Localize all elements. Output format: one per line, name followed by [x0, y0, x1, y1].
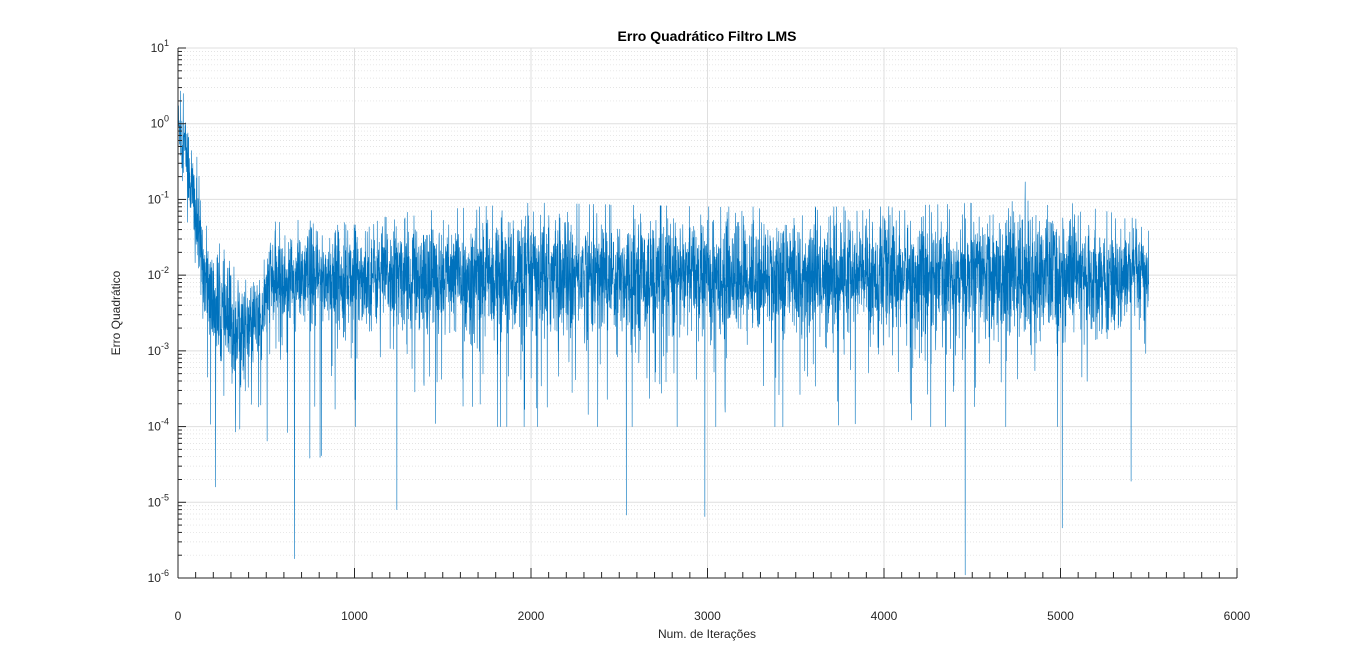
- x-tick-label: 6000: [1224, 609, 1251, 623]
- x-axis-label: Num. de Iterações: [658, 627, 756, 641]
- y-tick-label: 10-5: [148, 492, 169, 509]
- y-tick-label: 100: [151, 114, 169, 131]
- chart-title: Erro Quadrático Filtro LMS: [618, 28, 797, 44]
- x-tick-label: 4000: [871, 609, 898, 623]
- grid: [177, 47, 1238, 579]
- y-tick-label: 10-4: [148, 417, 169, 434]
- x-tick-label: 3000: [694, 609, 721, 623]
- y-tick-label: 10-1: [148, 189, 169, 206]
- axes: 10-6 10-5 10-4 10-3 10-2 10-1 100 101 0 1000 2000 3…: [148, 38, 1251, 623]
- series-layer: [177, 90, 1150, 576]
- y-axis-label: Erro Quadrático: [109, 270, 123, 355]
- y-tick-label: 10-3: [148, 341, 169, 358]
- x-tick-label: 5000: [1047, 609, 1074, 623]
- x-tick-label: 0: [175, 609, 182, 623]
- y-tick-label: 10-6: [148, 568, 169, 585]
- x-tick-label: 1000: [341, 609, 368, 623]
- x-tick-label: 2000: [518, 609, 545, 623]
- series-line-0: [177, 90, 1150, 576]
- y-tick-label: 10-2: [148, 265, 169, 282]
- y-tick-label: 101: [151, 38, 169, 55]
